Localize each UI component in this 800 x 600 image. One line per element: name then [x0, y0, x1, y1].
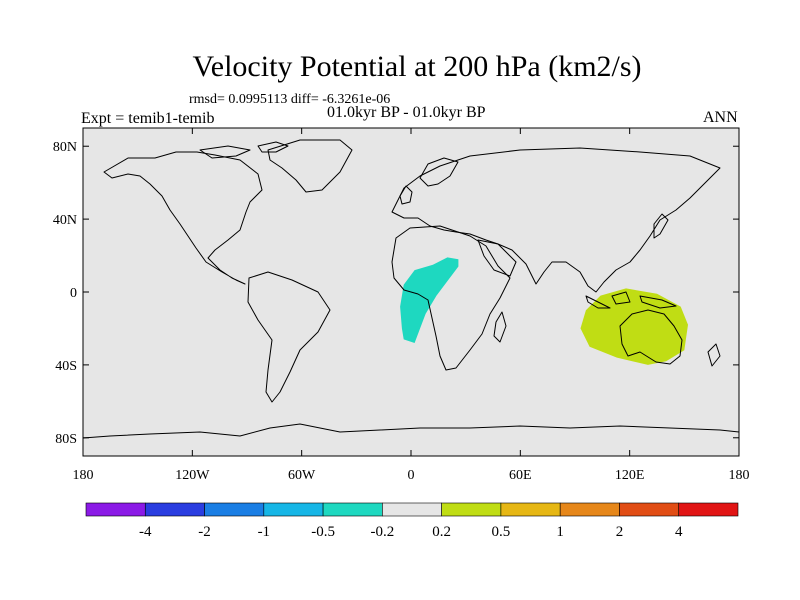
lon-tick-label: 120W [175, 468, 210, 483]
coast-eurasia [391, 147, 721, 293]
colorbar: -4 -2 -1 -0.5 -0.2 0.2 0.5 1 2 4 [85, 502, 739, 540]
coast-greenland [267, 139, 353, 193]
period-label: 01.0kyr BP - 01.0kyr BP [327, 104, 486, 121]
colorbar-label: -1 [258, 524, 271, 540]
lon-tick-label: 60E [509, 468, 532, 483]
coast-british-isles [399, 185, 413, 205]
lat-tick-label: 40N [53, 213, 77, 228]
lon-tick-label: 60W [288, 468, 316, 483]
coast-arabia [477, 239, 517, 277]
coast-madagascar [493, 311, 507, 343]
colorbar-label: 0.2 [432, 524, 451, 540]
lon-tick-label: 180 [73, 468, 94, 483]
coast-south-america [247, 271, 331, 403]
colorbar-swatch [678, 502, 739, 517]
colorbar-label: -4 [139, 524, 152, 540]
lon-tick-label: 0 [408, 468, 415, 483]
colorbar-swatch [263, 502, 324, 517]
colorbar-label: -2 [198, 524, 211, 540]
lat-tick-label: 0 [70, 286, 77, 301]
coast-north-america [103, 151, 263, 285]
season-label: ANN [703, 109, 738, 126]
coast-indonesia [585, 291, 677, 309]
experiment-label: Expt = temib1-temib [81, 110, 215, 127]
colorbar-swatch [559, 502, 620, 517]
colorbar-label: -0.5 [311, 524, 335, 540]
lon-tick-label: 120E [615, 468, 645, 483]
coast-arctic-islands [199, 141, 289, 159]
lat-tick-label: 40S [55, 359, 77, 374]
coastlines [83, 139, 739, 439]
colorbar-label: 0.5 [492, 524, 511, 540]
colorbar-label: 4 [675, 524, 683, 540]
colorbar-swatch [322, 502, 383, 517]
colorbar-swatch [144, 502, 205, 517]
lat-tick-label: 80N [53, 140, 77, 155]
coast-australia [619, 309, 683, 365]
coast-scandinavia [419, 157, 459, 187]
colorbar-swatch [382, 502, 442, 517]
colorbar-swatch [500, 502, 561, 517]
coast-new-zealand [707, 343, 721, 367]
colorbar-swatch [204, 502, 265, 517]
colorbar-label: -0.2 [370, 524, 394, 540]
lat-tick-label: 80S [55, 432, 77, 447]
coast-antarctica [83, 423, 739, 439]
axis-ticks: 80N 40N 0 40S 80S 180 120W 60W 0 60E 120E 180 [53, 128, 750, 483]
lon-tick-label: 180 [729, 468, 750, 483]
plot-title: Velocity Potential at 200 hPa (km2/s) [192, 50, 642, 83]
colorbar-swatch [85, 502, 146, 517]
colorbar-label: 1 [556, 524, 564, 540]
colorbar-label: 2 [616, 524, 624, 540]
region-central-africa-negative [400, 257, 459, 343]
coast-japan [653, 213, 669, 239]
colorbar-swatch [441, 502, 502, 517]
colorbar-swatch [619, 502, 680, 517]
stats-text: rmsd= 0.0995113 diff= -6.3261e-06 [189, 92, 391, 107]
